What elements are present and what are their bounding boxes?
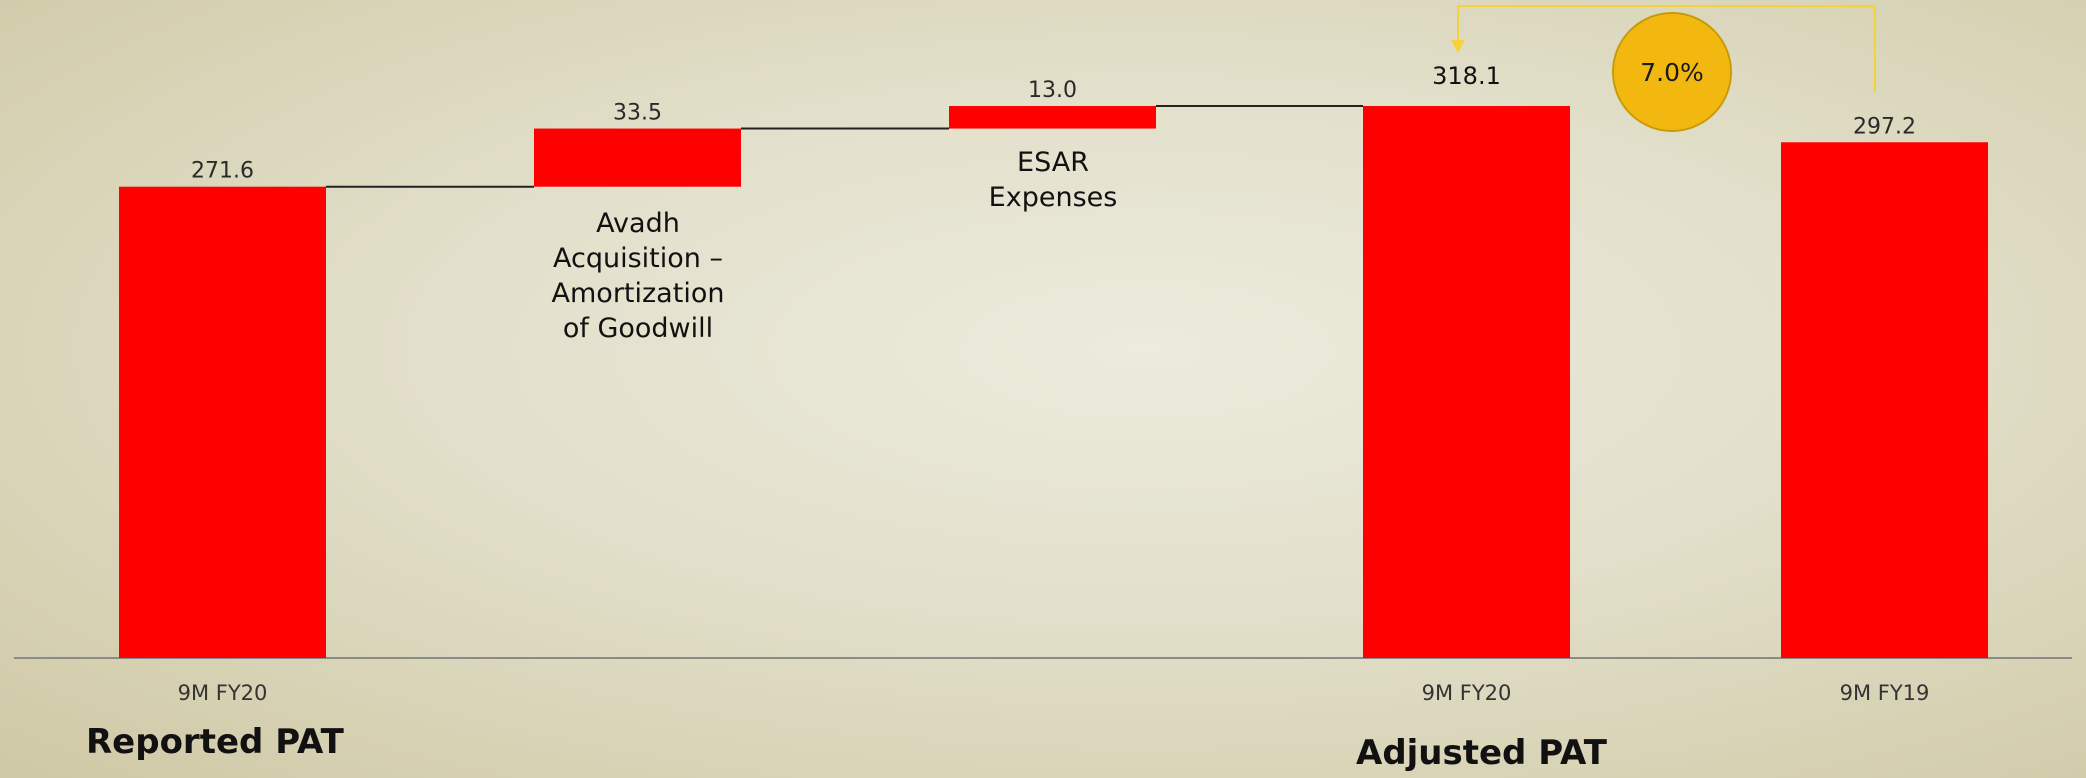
annotation-amortization: Avadh Acquisition – Amortization of Good… (503, 206, 773, 346)
x-tick-label: 9M FY20 (1422, 681, 1512, 705)
group-label-reported-pat: Reported PAT (86, 722, 344, 762)
bar-1 (119, 186, 326, 659)
bar-value-label: 318.1 (1432, 62, 1501, 90)
annotation-esar-line-1: ESAR (1017, 147, 1089, 178)
growth-label: 7.0% (1640, 57, 1704, 87)
bar-value-label: 271.6 (191, 159, 254, 184)
bar-value-label: 13.0 (1028, 78, 1077, 103)
group-label-adjusted-pat: Adjusted PAT (1356, 733, 1607, 773)
bar-4 (1363, 106, 1570, 658)
annotation-esar: ESAR Expenses (933, 145, 1173, 215)
annotation-amortization-line-2: Acquisition – (553, 243, 723, 274)
bar-value-label: 33.5 (613, 101, 662, 126)
bar-2 (534, 128, 741, 187)
growth-arrow-line (1457, 5, 1876, 92)
bar-value-label: 297.2 (1853, 114, 1916, 139)
growth-arrow-head (1451, 40, 1465, 53)
annotation-amortization-line-1: Avadh (596, 208, 680, 239)
x-tick-label: 9M FY20 (178, 681, 268, 705)
bar-3 (949, 106, 1156, 129)
x-tick-label: 9M FY19 (1840, 681, 1930, 705)
annotation-amortization-line-3: Amortization (551, 278, 725, 309)
bar-5 (1781, 142, 1988, 659)
growth-bubble: 7.0% (1612, 12, 1732, 132)
annotation-amortization-line-4: of Goodwill (562, 313, 714, 344)
annotation-esar-line-2: Expenses (988, 182, 1118, 213)
